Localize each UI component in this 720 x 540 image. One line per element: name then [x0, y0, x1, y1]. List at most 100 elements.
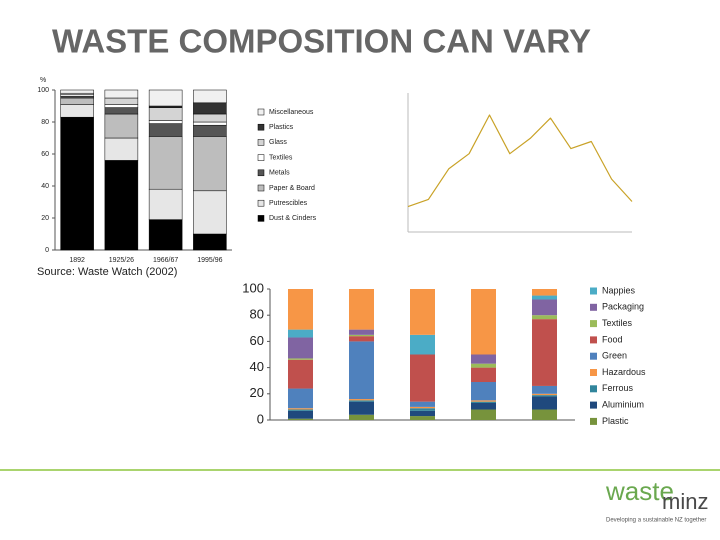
- bar-segment: [104, 104, 139, 108]
- x-tick-label: 1892: [69, 257, 85, 264]
- bar-segment: [288, 409, 313, 411]
- legend-swatch: [590, 369, 597, 376]
- bar-segment: [148, 107, 183, 121]
- y-tick-label: 20: [41, 215, 49, 222]
- legend-swatch: [590, 352, 597, 360]
- logo-sub: minz: [662, 489, 708, 514]
- legend-label: Packaging: [602, 302, 644, 312]
- bar-segment: [349, 334, 374, 337]
- legend-label: Hazardous: [602, 367, 646, 377]
- bar-segment: [349, 401, 374, 415]
- bar-segment: [410, 334, 435, 355]
- legend-label: Miscellaneous: [269, 109, 314, 116]
- bar-segment: [471, 401, 496, 403]
- bar-segment: [193, 190, 227, 235]
- bar-segment: [193, 89, 227, 104]
- y-axis-label: %: [40, 77, 46, 84]
- y-tick-label: 60: [41, 151, 49, 158]
- legend-label: Nappies: [602, 285, 636, 295]
- legend-swatch: [257, 139, 265, 146]
- bar-segment: [349, 399, 374, 401]
- y-tick-label: 20: [250, 385, 264, 400]
- legend-label: Food: [602, 334, 623, 344]
- logo-main: waste: [605, 476, 674, 506]
- legend-label: Aluminium: [602, 399, 644, 409]
- bar-segment: [349, 289, 374, 330]
- bar-segment: [410, 289, 435, 335]
- bar-segment: [60, 104, 94, 118]
- bar-segment: [471, 289, 496, 355]
- bar-segment: [193, 102, 227, 115]
- bar-segment: [104, 160, 139, 251]
- bar-segment: [60, 89, 94, 94]
- legend-label: Ferrous: [602, 383, 634, 393]
- bar-segment: [471, 367, 496, 383]
- bar-segment: [410, 401, 435, 407]
- legend-swatch: [257, 199, 265, 207]
- slide-title: WASTE COMPOSITION CAN VARY: [52, 23, 591, 60]
- bar-segment: [532, 319, 557, 386]
- legend-swatch: [257, 169, 265, 177]
- legend-swatch: [590, 320, 597, 328]
- bar-segment: [410, 406, 435, 409]
- bar-segment: [288, 358, 313, 360]
- y-tick-label: 40: [250, 359, 264, 374]
- bar-segment: [532, 289, 557, 296]
- bar-segment: [410, 416, 435, 420]
- legend-label: Plastics: [269, 124, 294, 131]
- legend-label: Textiles: [602, 318, 633, 328]
- bar-segment: [410, 408, 435, 411]
- bar-segment: [349, 414, 374, 420]
- bar-segment: [104, 137, 139, 161]
- bar-segment: [148, 120, 183, 124]
- source-note: Source: Waste Watch (2002): [37, 266, 177, 278]
- bar-segment: [193, 233, 227, 251]
- bar-segment: [532, 295, 557, 300]
- bar-segment: [104, 97, 139, 105]
- bar-segment: [349, 336, 374, 342]
- bar-segment: [104, 107, 139, 115]
- bar-segment: [471, 400, 496, 402]
- bar-segment: [148, 188, 183, 220]
- legend-label: Plastic: [602, 416, 629, 426]
- bar-segment: [349, 341, 374, 400]
- legend-swatch: [590, 417, 597, 425]
- bar-segment: [104, 113, 139, 139]
- bar-segment: [288, 337, 313, 359]
- bar-segment: [532, 396, 557, 410]
- bar-segment: [471, 409, 496, 420]
- y-tick-label: 80: [41, 119, 49, 126]
- legend-swatch: [590, 401, 597, 409]
- bar-segment: [60, 97, 94, 105]
- bar-segment: [288, 329, 313, 338]
- bar-segment: [532, 315, 557, 320]
- legend-swatch: [257, 184, 265, 192]
- bar-segment: [193, 136, 227, 192]
- bar-segment: [471, 354, 496, 364]
- legend-swatch: [257, 108, 265, 116]
- bar-segment: [104, 89, 139, 99]
- legend-label: Paper & Board: [269, 185, 315, 192]
- legend-swatch: [590, 385, 597, 393]
- legend-swatch: [257, 154, 265, 161]
- bar-segment: [532, 299, 557, 316]
- bar-segment: [288, 408, 313, 410]
- legend-label: Dust & Cinders: [269, 215, 317, 222]
- logo-tagline: Developing a sustainable NZ together: [606, 518, 706, 524]
- bar-segment: [471, 363, 496, 368]
- bar-segment: [288, 289, 313, 330]
- bar-segment: [410, 410, 435, 417]
- legend-swatch: [590, 336, 597, 344]
- bar-segment: [532, 393, 557, 396]
- bar-segment: [193, 124, 227, 137]
- bar-segment: [532, 395, 557, 397]
- bar-segment: [148, 89, 183, 107]
- y-tick-label: 80: [250, 307, 264, 322]
- legend-label: Textiles: [269, 154, 293, 161]
- bar-segment: [532, 385, 557, 394]
- bar-segment: [349, 400, 374, 402]
- y-tick-label: 100: [242, 280, 264, 295]
- bar-segment: [193, 113, 227, 123]
- bar-segment: [288, 388, 313, 409]
- legend-label: Metals: [269, 170, 290, 177]
